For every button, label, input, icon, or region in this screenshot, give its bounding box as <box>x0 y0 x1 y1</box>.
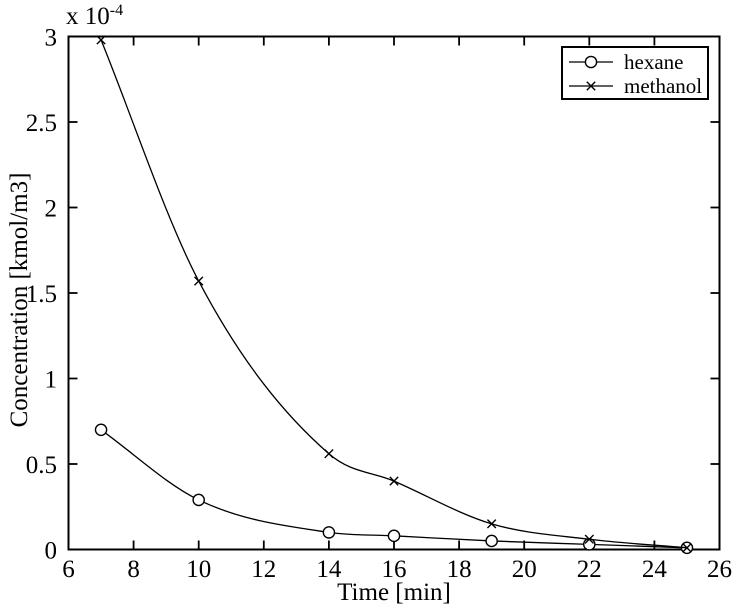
svg-text:6: 6 <box>62 556 75 583</box>
svg-text:10: 10 <box>186 556 211 583</box>
circle-marker-icon <box>485 534 498 548</box>
circle-marker-icon <box>94 423 108 437</box>
svg-text:8: 8 <box>127 556 140 583</box>
svg-text:2: 2 <box>45 196 58 223</box>
y-axis-title: Concentration [kmol/m3] <box>6 172 33 428</box>
legend-label-methanol: methanol <box>624 73 703 98</box>
svg-text:14: 14 <box>316 556 342 583</box>
circle-marker-icon <box>584 55 598 69</box>
legend-entry-methanol: methanol <box>568 74 707 98</box>
series-hexane <box>94 423 694 555</box>
x-marker-icon <box>194 276 204 286</box>
legend-label-hexane: hexane <box>624 49 684 74</box>
svg-text:12: 12 <box>251 556 276 583</box>
x-marker-icon <box>96 35 106 45</box>
x-axis-tick-labels: 6 8 10 12 14 16 18 20 22 24 26 <box>62 556 732 583</box>
x-marker-icon <box>324 449 334 459</box>
y-axis-tick-labels: 0 0.5 1 1.5 2 2.5 3 <box>26 25 57 565</box>
x-marker-icon <box>389 476 399 486</box>
svg-text:24: 24 <box>642 556 668 583</box>
y-axis-multiplier-base: x 10 <box>66 3 110 30</box>
x-marker-icon <box>586 81 596 91</box>
svg-text:0.5: 0.5 <box>26 452 57 479</box>
series-methanol <box>96 35 692 553</box>
circle-marker-icon <box>583 538 596 551</box>
hexane-legend-sample <box>569 55 613 69</box>
legend-box: hexane methanol <box>561 46 709 100</box>
svg-text:16: 16 <box>382 556 407 583</box>
plot-frame <box>67 35 721 551</box>
svg-text:1.5: 1.5 <box>26 281 57 308</box>
svg-text:26: 26 <box>707 556 732 583</box>
svg-text:20: 20 <box>512 556 537 583</box>
y-axis-multiplier-exponent: -4 <box>109 2 124 19</box>
svg-text:18: 18 <box>447 556 472 583</box>
svg-text:0: 0 <box>45 538 58 565</box>
circle-marker-icon <box>387 529 401 543</box>
circle-marker-icon <box>322 526 336 539</box>
svg-text:3: 3 <box>45 25 58 52</box>
svg-text:22: 22 <box>577 556 602 583</box>
methanol-legend-sample <box>569 81 613 91</box>
x-axis-title: Time [min] <box>337 579 451 606</box>
x-marker-icon <box>682 543 692 553</box>
svg-text:1: 1 <box>45 367 58 394</box>
legend-entry-hexane: hexane <box>568 50 707 74</box>
x-marker-icon <box>486 519 497 529</box>
x-marker-icon <box>584 534 594 544</box>
y-axis-multiplier: x 10-4 <box>66 2 123 31</box>
svg-text:2.5: 2.5 <box>26 110 57 137</box>
circle-marker-icon <box>192 493 205 507</box>
